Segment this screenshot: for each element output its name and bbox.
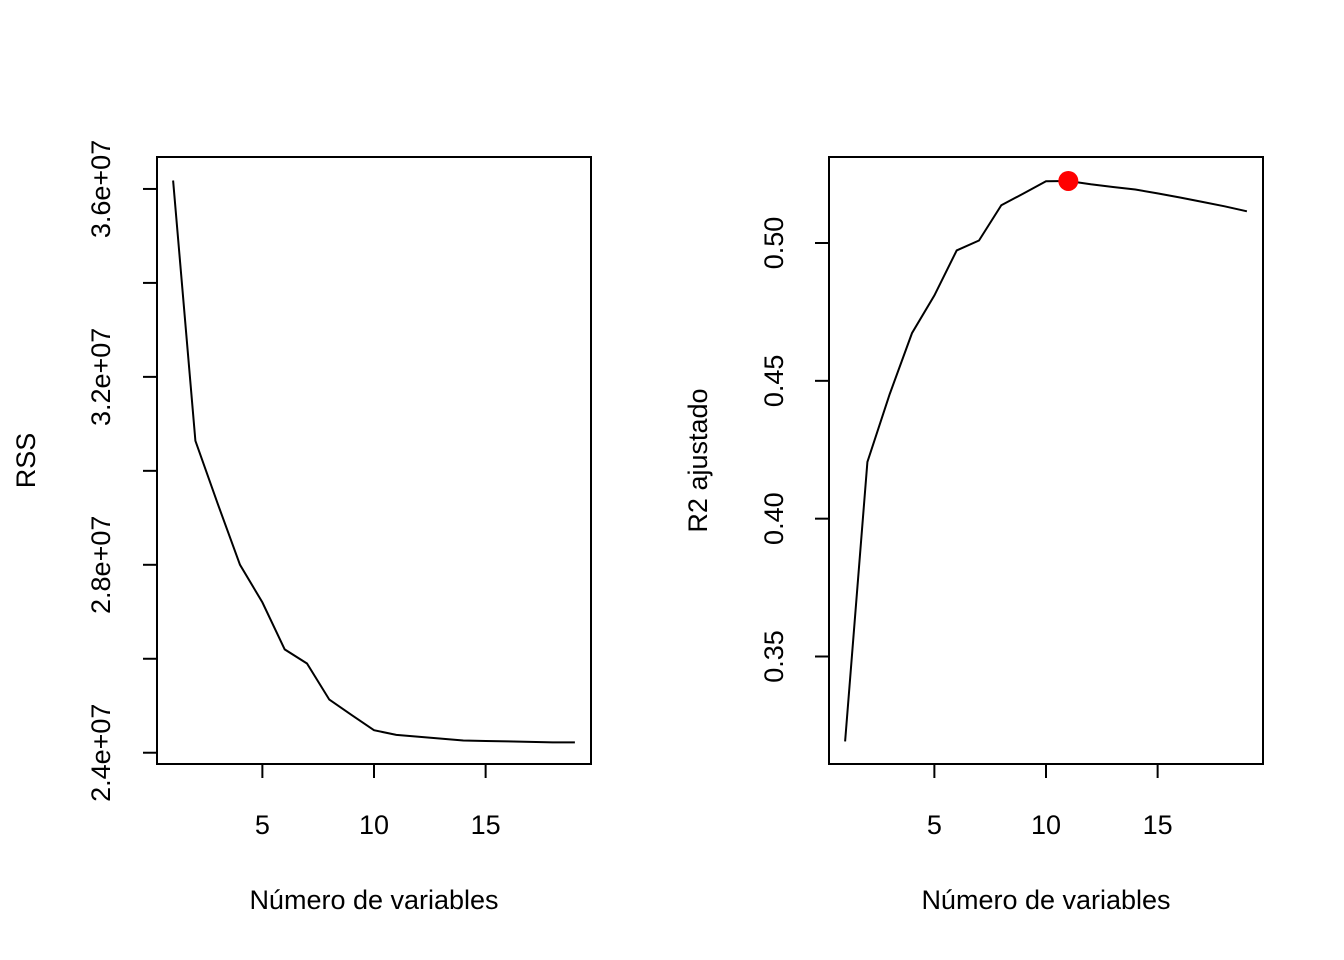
y-axis-title: RSS — [11, 433, 41, 489]
x-tick-label: 5 — [927, 810, 942, 840]
y-tick-label: 0.35 — [759, 630, 789, 683]
rss-panel: 5 10 15 2.4e+07 2.8e+07 3.2e+07 3.6e+07 Número … — [11, 140, 592, 915]
y-axis-title: R2 ajustado — [683, 388, 713, 532]
x-tick-label: 10 — [1031, 810, 1061, 840]
series-line — [172, 180, 575, 744]
x-tick-label: 5 — [255, 810, 270, 840]
y-tick-label: 0.40 — [759, 492, 789, 545]
adjusted-r2-panel: 5 10 15 0.35 0.40 0.45 0.50 Número de variables… — [683, 156, 1264, 915]
x-axis-title: Número de variables — [249, 885, 498, 915]
y-tick-label: 3.6e+07 — [86, 140, 116, 238]
y-tick-label: 2.8e+07 — [86, 516, 116, 614]
y-tick-label: 3.2e+07 — [86, 328, 116, 426]
x-axis-title: Número de variables — [921, 885, 1170, 915]
x-tick-label: 15 — [1143, 810, 1173, 840]
plot-frame — [156, 156, 592, 765]
x-tick-label: 15 — [471, 810, 501, 840]
y-tick-label: 2.4e+07 — [86, 704, 116, 802]
series-line — [844, 179, 1248, 742]
plot-frame — [828, 156, 1264, 765]
x-tick-label: 10 — [359, 810, 389, 840]
y-tick-label: 0.45 — [759, 355, 789, 408]
y-tick-label: 0.50 — [759, 217, 789, 270]
max-r2-marker — [1058, 170, 1079, 191]
